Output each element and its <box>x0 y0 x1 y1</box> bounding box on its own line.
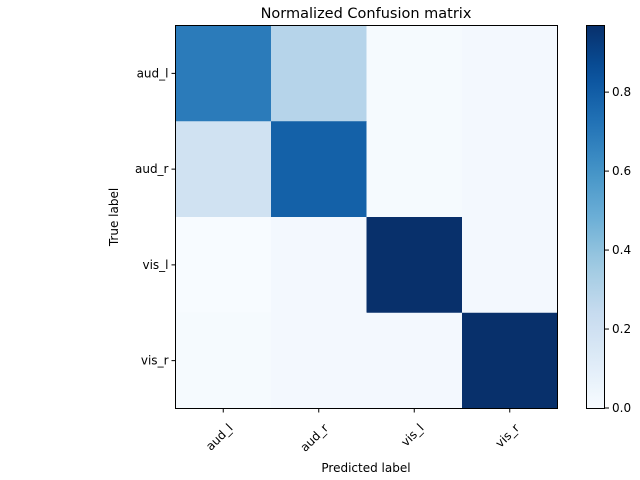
cell-vis_l-aud_l <box>175 217 272 314</box>
cell-aud_r-aud_r <box>271 121 367 218</box>
cell-vis_l-vis_l <box>366 217 463 314</box>
colorbar-tick-label: 0.0 <box>612 401 631 415</box>
colorbar <box>586 25 605 408</box>
y-axis-label: True label <box>107 188 121 247</box>
cell-aud_r-vis_r <box>462 121 558 218</box>
colorbar-tick-label: 0.2 <box>612 322 631 336</box>
y-tick-label: aud_l <box>137 66 169 80</box>
cell-vis_r-aud_r <box>271 312 367 409</box>
cell-vis_r-vis_l <box>366 312 463 409</box>
x-axis-ticks: aud_l aud_r vis_l vis_r <box>203 408 522 455</box>
colorbar-tick-label: 0.4 <box>612 243 631 257</box>
heatmap-cells <box>175 25 558 409</box>
cell-aud_r-aud_l <box>175 121 272 218</box>
cell-aud_l-vis_l <box>366 25 463 122</box>
cell-aud_l-aud_l <box>175 25 272 122</box>
cell-vis_r-aud_l <box>175 312 272 409</box>
x-tick-label: aud_l <box>203 421 235 453</box>
colorbar-ticks: 0.0 0.2 0.4 0.6 0.8 <box>605 85 631 415</box>
cell-aud_l-aud_r <box>271 25 367 122</box>
y-tick-label: aud_r <box>135 162 169 176</box>
x-axis-label: Predicted label <box>321 461 410 475</box>
x-tick-label: vis_l <box>398 421 426 449</box>
y-axis-ticks: aud_l aud_r vis_l vis_r <box>135 66 176 368</box>
plot-frame <box>175 25 558 409</box>
cell-aud_l-vis_r <box>462 25 558 122</box>
colorbar-frame <box>586 25 605 409</box>
x-tick-label: vis_r <box>493 421 522 450</box>
cell-vis_l-vis_r <box>462 217 558 314</box>
colorbar-tick-label: 0.8 <box>612 85 631 99</box>
cell-vis_r-vis_r <box>462 312 558 409</box>
x-tick-label: aud_r <box>297 421 331 455</box>
colorbar-tick-label: 0.6 <box>612 164 631 178</box>
cell-aud_r-vis_l <box>366 121 463 218</box>
cell-vis_l-aud_r <box>271 217 367 314</box>
y-tick-label: vis_r <box>141 354 169 368</box>
y-tick-label: vis_l <box>142 258 168 272</box>
chart-title: Normalized Confusion matrix <box>261 6 472 22</box>
